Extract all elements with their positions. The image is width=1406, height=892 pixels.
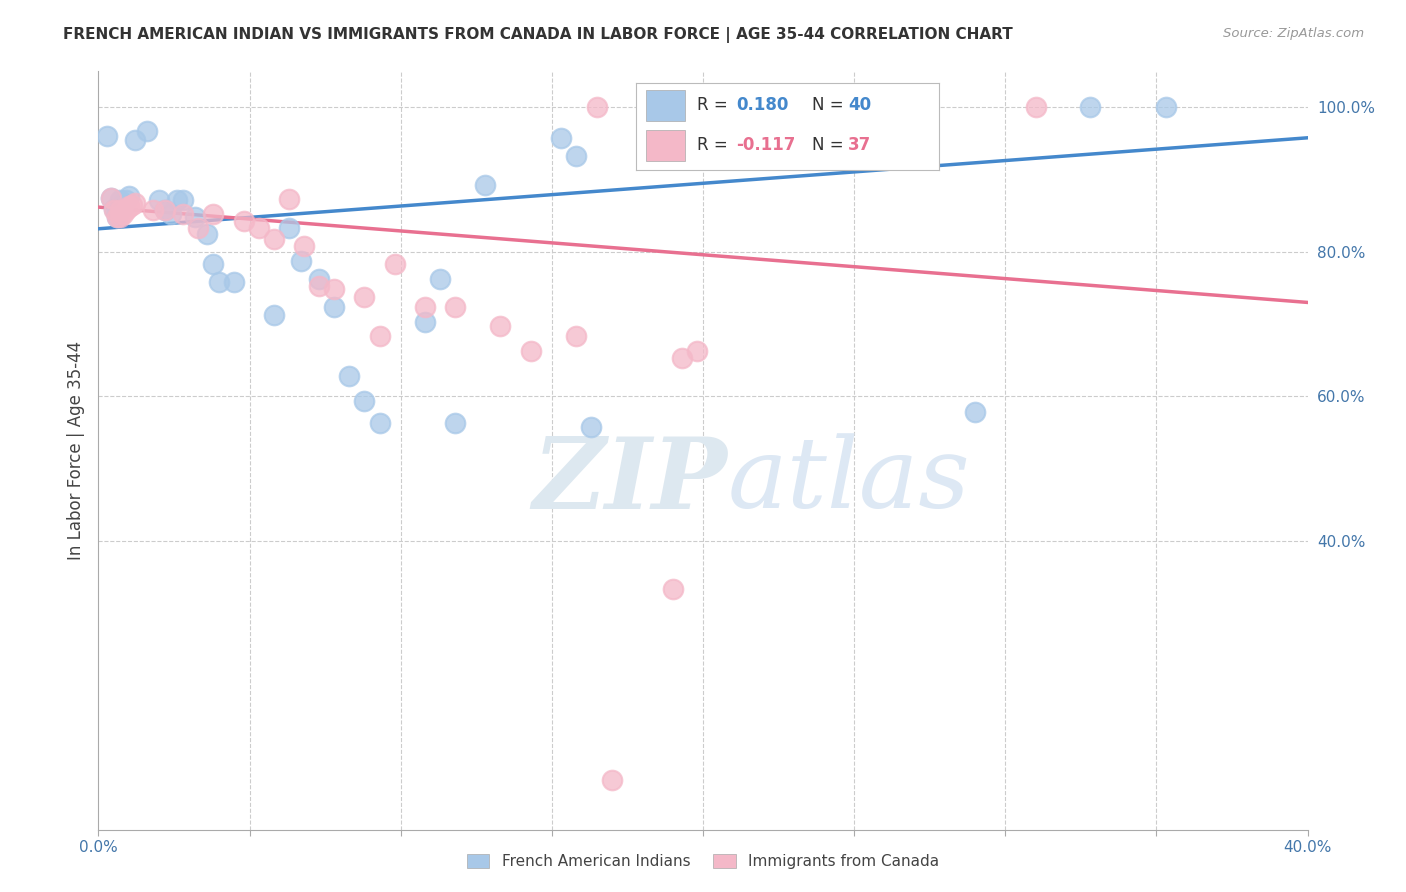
Point bbox=[353, 290, 375, 304]
Point bbox=[263, 232, 285, 246]
Point bbox=[368, 416, 391, 430]
Point bbox=[1078, 100, 1101, 114]
Point bbox=[1024, 100, 1046, 114]
Point bbox=[135, 123, 157, 137]
Point bbox=[153, 202, 176, 217]
Point bbox=[579, 419, 602, 434]
Point bbox=[384, 257, 406, 271]
Point bbox=[111, 206, 134, 220]
Point bbox=[105, 211, 128, 225]
Point bbox=[118, 200, 141, 214]
Y-axis label: In Labor Force | Age 35-44: In Labor Force | Age 35-44 bbox=[66, 341, 84, 560]
Point bbox=[353, 394, 375, 409]
Point bbox=[413, 315, 436, 329]
Point bbox=[166, 193, 188, 207]
Point bbox=[489, 318, 512, 333]
Point bbox=[118, 188, 141, 202]
Point bbox=[100, 191, 122, 205]
Point bbox=[444, 416, 467, 430]
Point bbox=[292, 239, 315, 253]
Text: FRENCH AMERICAN INDIAN VS IMMIGRANTS FROM CANADA IN LABOR FORCE | AGE 35-44 CORR: FRENCH AMERICAN INDIAN VS IMMIGRANTS FRO… bbox=[63, 27, 1012, 43]
Point bbox=[224, 275, 246, 289]
Point bbox=[108, 211, 131, 225]
Point bbox=[153, 202, 176, 217]
Point bbox=[142, 202, 165, 217]
Point bbox=[247, 221, 270, 235]
Text: Source: ZipAtlas.com: Source: ZipAtlas.com bbox=[1223, 27, 1364, 40]
Point bbox=[148, 193, 170, 207]
Point bbox=[118, 199, 141, 213]
Point bbox=[290, 253, 312, 268]
Point bbox=[429, 271, 451, 285]
Point bbox=[686, 343, 709, 358]
Point bbox=[114, 193, 136, 207]
Point bbox=[187, 221, 209, 235]
Point bbox=[202, 206, 225, 220]
Point bbox=[565, 149, 588, 163]
Point bbox=[661, 582, 683, 596]
Point bbox=[368, 329, 391, 343]
Point bbox=[111, 200, 134, 214]
Point bbox=[444, 301, 467, 315]
Point bbox=[105, 202, 128, 217]
Point bbox=[202, 257, 225, 271]
Legend: French American Indians, Immigrants from Canada: French American Indians, Immigrants from… bbox=[460, 848, 946, 875]
Point bbox=[671, 351, 693, 365]
Text: atlas: atlas bbox=[727, 434, 970, 528]
Point bbox=[474, 178, 496, 192]
Point bbox=[965, 405, 987, 419]
Point bbox=[277, 192, 299, 206]
Point bbox=[172, 206, 194, 220]
Point bbox=[550, 130, 572, 145]
Point bbox=[323, 282, 346, 296]
Point bbox=[519, 343, 541, 358]
Point bbox=[108, 202, 131, 217]
Point bbox=[103, 202, 125, 216]
Point bbox=[184, 211, 207, 225]
Point bbox=[100, 191, 122, 205]
Point bbox=[103, 202, 125, 217]
Point bbox=[277, 221, 299, 235]
Point bbox=[565, 329, 588, 343]
Point bbox=[1154, 100, 1177, 114]
Point bbox=[337, 369, 360, 384]
Point bbox=[323, 301, 346, 315]
Point bbox=[124, 195, 146, 210]
Point bbox=[602, 773, 624, 788]
Point bbox=[111, 195, 134, 210]
Point bbox=[263, 309, 285, 323]
Point bbox=[160, 206, 183, 220]
Point bbox=[195, 227, 218, 241]
Point bbox=[124, 133, 146, 147]
Point bbox=[105, 211, 128, 225]
Point bbox=[114, 202, 136, 217]
Point bbox=[121, 198, 143, 212]
Point bbox=[108, 193, 131, 207]
Point bbox=[413, 301, 436, 315]
Point bbox=[308, 278, 330, 293]
Point bbox=[586, 100, 609, 114]
Point bbox=[232, 214, 254, 228]
Point bbox=[208, 275, 231, 289]
Point bbox=[308, 272, 330, 286]
Text: ZIP: ZIP bbox=[533, 433, 727, 529]
Point bbox=[172, 193, 194, 207]
Point bbox=[96, 129, 118, 144]
